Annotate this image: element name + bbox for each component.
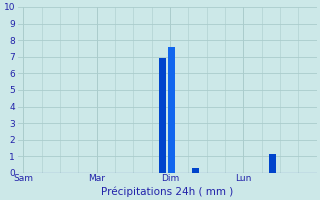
Bar [168,47,175,173]
X-axis label: Précipitations 24h ( mm ): Précipitations 24h ( mm ) [101,186,233,197]
Bar [159,58,166,173]
Bar [269,154,276,173]
Bar [192,168,199,173]
